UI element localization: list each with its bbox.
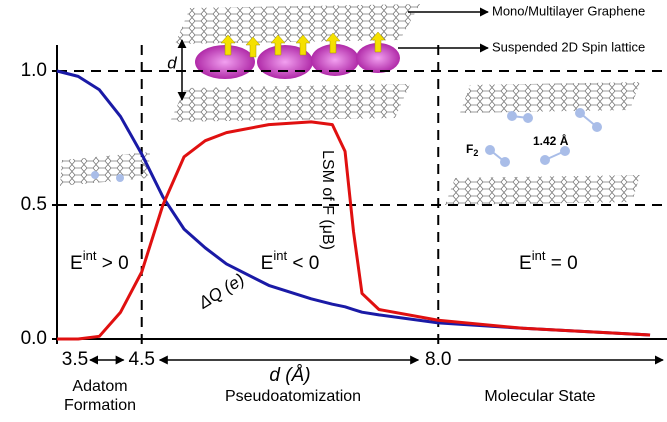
series-line [57,120,651,341]
y-tick-label: 0.0 [21,328,47,349]
x-tick-label: 8.0 [425,349,451,370]
annotation: Mono/Multilayer Graphene [492,3,645,18]
annotation: F2 [466,142,478,158]
stage-label: Pseudoatomization [225,388,361,405]
region-label: int [273,248,287,263]
x-tick-label: 3.5 [62,349,88,370]
x-axis-label: d (Å) [269,365,310,386]
stage-label: Adatom [72,378,127,395]
region-label: = 0 [545,253,577,274]
series-label: ΔQ (e) [194,270,247,313]
region-label: E [70,253,83,274]
annotation: F [466,142,473,156]
region-label: E [261,253,274,274]
illustration [60,4,640,205]
region-label: int [83,248,97,263]
region-label: > 0 [96,253,128,274]
annotation: 2 [473,148,478,158]
region-label: E [519,253,532,274]
region-label: < 0 [287,253,319,274]
y-tick-label: 0.5 [21,194,47,215]
stage-label: Molecular State [484,388,595,405]
annotation: 1.42 Å [533,133,569,148]
series-line [56,69,651,337]
x-tick-label: 4.5 [129,349,155,370]
annotation: d [167,53,177,72]
region-label: Eint > 0 [70,248,129,274]
region-label: int [532,248,546,263]
series-label: LSM of F (μB) [319,150,336,250]
region-label: Eint = 0 [519,248,578,274]
stage-label: Formation [64,397,136,414]
y-tick-label: 1.0 [21,60,47,81]
annotation: Suspended 2D Spin lattice [492,39,645,54]
region-label: Eint < 0 [261,248,320,274]
